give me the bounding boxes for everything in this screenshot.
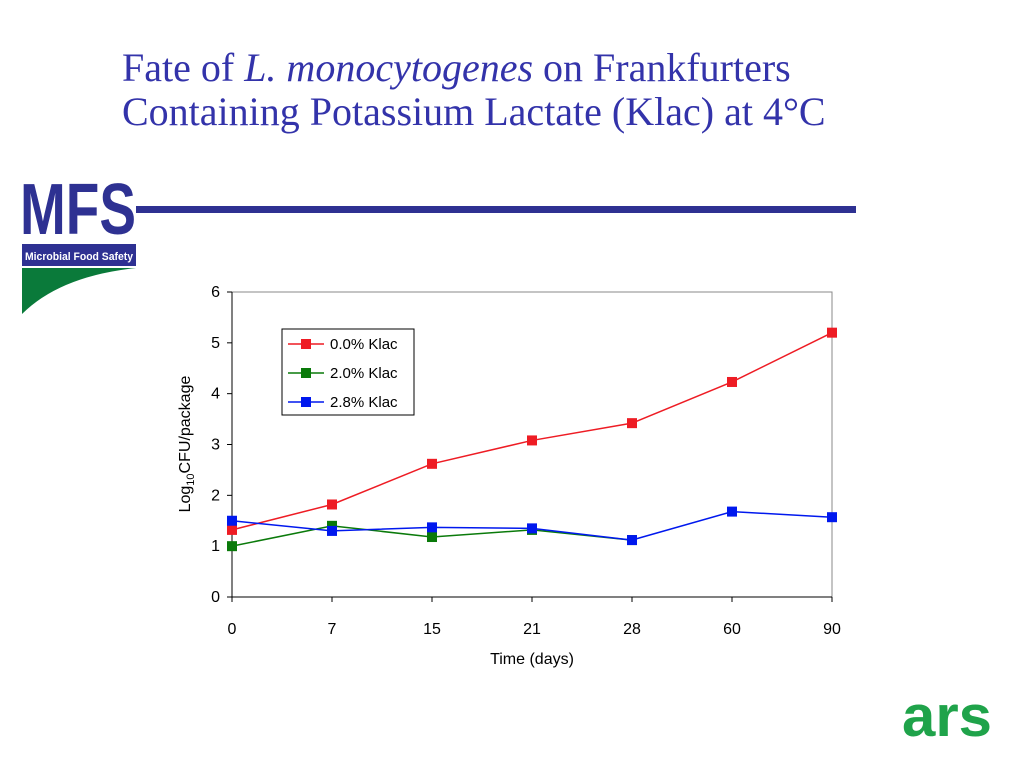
title-organism: L. monocytogenes [244, 45, 534, 90]
mfs-logo-subtitle: Microbial Food Safety [25, 251, 134, 263]
y-tick-label: 5 [211, 335, 220, 352]
series-3-point [527, 523, 537, 534]
x-axis-label: Time (days) [490, 651, 574, 668]
mfs-logo-swoosh [22, 268, 136, 314]
y-tick-label: 3 [211, 437, 220, 454]
series-2-point [327, 520, 337, 531]
legend-swatch-marker [301, 339, 311, 349]
y-tick-label: 0 [211, 589, 220, 606]
series-1-point [427, 458, 437, 469]
y-tick-label: 1 [211, 538, 220, 555]
x-tick-label: 28 [623, 621, 641, 638]
x-ticks: 0 7 15 21 28 60 90 [228, 597, 841, 638]
legend-swatch-marker [301, 397, 311, 407]
series-1-point [727, 376, 737, 387]
y-tick-label: 6 [211, 284, 220, 301]
x-tick-label: 21 [523, 621, 541, 638]
slide-title: Fate of L. monocytogenes on Frankfurters… [122, 46, 1002, 134]
series-2-point [427, 532, 437, 543]
title-text-part2: on Frankfurters [533, 45, 791, 90]
x-tick-label: 15 [423, 621, 441, 638]
series-3-point [727, 506, 737, 517]
mfs-logo-banner [22, 244, 136, 266]
series-3-point [627, 535, 637, 546]
title-text-part1: Fate of [122, 45, 245, 90]
y-axis-label: Log10CFU/package [177, 376, 197, 513]
x-tick-label: 0 [228, 621, 237, 638]
ars-logo-text: ars [902, 684, 992, 747]
mfs-logo-text: MFS [20, 170, 136, 250]
title-line-2: Containing Potassium Lactate (Klac) at 4… [122, 89, 826, 134]
legend-label: 0.0% Klac [330, 336, 398, 353]
series-2-point [227, 541, 237, 552]
series-3-point [327, 525, 337, 536]
y-tick-label: 2 [211, 487, 220, 504]
series-1-point [527, 435, 537, 446]
legend-label: 2.8% Klac [330, 394, 398, 411]
ars-logo: ars [902, 684, 992, 747]
header-rule [136, 206, 856, 213]
series-layer [227, 327, 837, 552]
y-axis-label-subscript: 10 [185, 473, 197, 485]
x-tick-label: 7 [328, 621, 337, 638]
series-3-point [827, 512, 837, 523]
legend: 0.0% Klac 2.0% Klac 2.8% Klac [281, 328, 415, 416]
series-1-point [827, 327, 837, 338]
x-tick-label: 60 [723, 621, 741, 638]
mfs-logo: MFS Microbial Food Safety [20, 170, 136, 314]
series-1-point [327, 499, 337, 510]
series-1-point [627, 418, 637, 429]
y-ticks: 0 1 2 3 4 5 6 [211, 284, 232, 606]
series-3-point [427, 522, 437, 533]
legend-swatch-marker [301, 368, 311, 378]
legend-label: 2.0% Klac [330, 365, 398, 382]
series-3-point [227, 515, 237, 526]
x-tick-label: 90 [823, 621, 841, 638]
y-tick-label: 4 [211, 386, 220, 403]
series-1-point [227, 524, 237, 535]
